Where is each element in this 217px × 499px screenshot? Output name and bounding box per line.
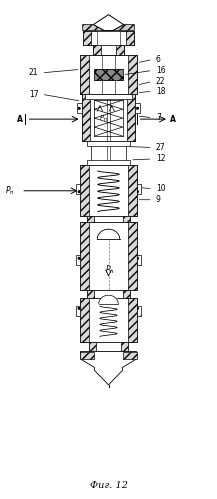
Bar <box>128 298 136 341</box>
Bar <box>135 103 140 113</box>
Text: $P_{\rm п}$: $P_{\rm п}$ <box>99 114 108 124</box>
Bar <box>81 165 136 216</box>
Bar <box>123 351 136 359</box>
Bar <box>76 255 81 265</box>
Text: 27: 27 <box>156 143 166 152</box>
Bar <box>122 341 128 351</box>
Bar <box>81 55 136 94</box>
Bar <box>82 94 135 141</box>
Bar <box>128 55 136 94</box>
Text: А: А <box>170 115 176 124</box>
Bar <box>87 216 94 222</box>
Bar <box>87 160 130 165</box>
Bar <box>93 45 101 55</box>
Polygon shape <box>113 24 134 30</box>
Bar <box>87 290 94 298</box>
Bar <box>81 298 89 341</box>
Text: $P_{\rm п}$: $P_{\rm п}$ <box>5 185 15 197</box>
Bar <box>136 255 141 265</box>
Text: 10: 10 <box>156 184 166 193</box>
Bar <box>82 94 90 141</box>
Bar <box>91 141 126 165</box>
Bar <box>136 184 141 194</box>
Text: 21: 21 <box>29 68 38 77</box>
Bar <box>87 216 130 222</box>
Text: 16: 16 <box>156 66 166 75</box>
Bar <box>128 222 136 290</box>
Bar <box>76 306 81 316</box>
Bar <box>81 351 94 359</box>
Polygon shape <box>83 24 104 30</box>
Text: Фиг. 12: Фиг. 12 <box>89 482 128 491</box>
Bar <box>85 94 132 99</box>
Text: 17: 17 <box>29 90 38 99</box>
Bar <box>89 341 128 351</box>
Bar <box>127 94 135 141</box>
Bar <box>87 141 130 146</box>
Bar <box>126 30 134 45</box>
Bar <box>93 45 124 55</box>
Bar <box>81 55 89 94</box>
Bar <box>81 222 136 290</box>
Bar <box>94 69 123 80</box>
Text: $P_{\rm п}$: $P_{\rm п}$ <box>105 263 114 275</box>
Bar <box>128 165 136 216</box>
Bar <box>83 30 91 45</box>
Bar <box>77 103 82 113</box>
Text: А: А <box>17 115 23 124</box>
Polygon shape <box>93 14 124 30</box>
Text: 22: 22 <box>156 77 165 86</box>
Bar <box>87 290 130 298</box>
Bar <box>81 222 89 290</box>
Text: 6: 6 <box>156 55 161 64</box>
Bar <box>123 290 130 298</box>
Bar <box>89 341 95 351</box>
Text: 9: 9 <box>156 195 161 204</box>
Bar <box>97 30 120 45</box>
Text: 18: 18 <box>156 87 165 96</box>
Bar <box>76 184 81 194</box>
Bar <box>123 216 130 222</box>
Bar <box>116 45 124 55</box>
Polygon shape <box>81 351 136 385</box>
Bar <box>136 306 141 316</box>
Text: 7: 7 <box>156 113 161 122</box>
Bar <box>81 165 89 216</box>
Bar <box>83 30 134 45</box>
Bar <box>81 298 136 341</box>
Text: 12: 12 <box>156 154 165 164</box>
